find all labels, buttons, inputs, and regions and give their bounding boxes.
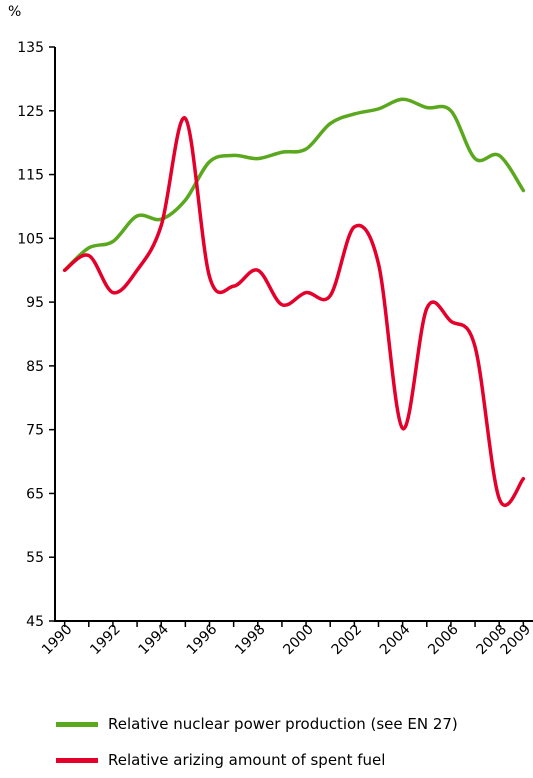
y-tick-label: 65: [26, 486, 44, 502]
series-line-nuclear-production: [62, 97, 526, 272]
y-tick-label: 115: [17, 168, 44, 184]
x-tick-label: 1998: [232, 622, 269, 659]
y-tick-label: 95: [26, 295, 44, 311]
legend-label-spent-fuel: Relative arizing amount of spent fuel: [108, 751, 386, 769]
x-tick-label: 1992: [87, 622, 124, 659]
y-tick-label: 45: [26, 614, 44, 630]
y-axis-ticks: 135 125 115 105 95 85 75 65 55 45: [17, 40, 55, 630]
x-tick-label: 2002: [329, 622, 366, 659]
chart-legend: Relative nuclear power production (see E…: [56, 706, 458, 778]
y-tick-label: 125: [17, 104, 44, 120]
x-tick-label: 1994: [136, 621, 173, 658]
legend-label-nuclear-production: Relative nuclear power production (see E…: [108, 715, 458, 733]
y-axis-unit-label: %: [8, 4, 21, 20]
line-chart: % 135 125 115 105 95 85 75 65 55 45 1990 1992 1994 1…: [8, 4, 533, 658]
x-tick-label: 2006: [425, 621, 462, 658]
legend-swatch-nuclear-production: [56, 721, 98, 727]
y-tick-label: 105: [17, 231, 44, 247]
y-tick-label: 85: [26, 359, 44, 375]
x-tick-label: 2004: [377, 621, 414, 658]
x-tick-label: 2000: [280, 622, 317, 659]
series-line-spent-fuel: [62, 116, 526, 508]
legend-swatch-spent-fuel: [56, 757, 98, 763]
y-tick-label: 75: [26, 423, 44, 439]
y-tick-label: 55: [26, 550, 44, 566]
x-tick-label: 1990: [39, 622, 76, 659]
x-tick-label: 1996: [184, 621, 221, 658]
legend-item-spent-fuel: Relative arizing amount of spent fuel: [56, 742, 458, 778]
legend-item-nuclear-production: Relative nuclear power production (see E…: [56, 706, 458, 742]
y-tick-label: 135: [17, 40, 44, 56]
series-lines: [62, 97, 526, 508]
x-axis-ticks: 1990 1992 1994 1996 1998 2000 2002 2004 2006 2008…: [39, 621, 533, 658]
